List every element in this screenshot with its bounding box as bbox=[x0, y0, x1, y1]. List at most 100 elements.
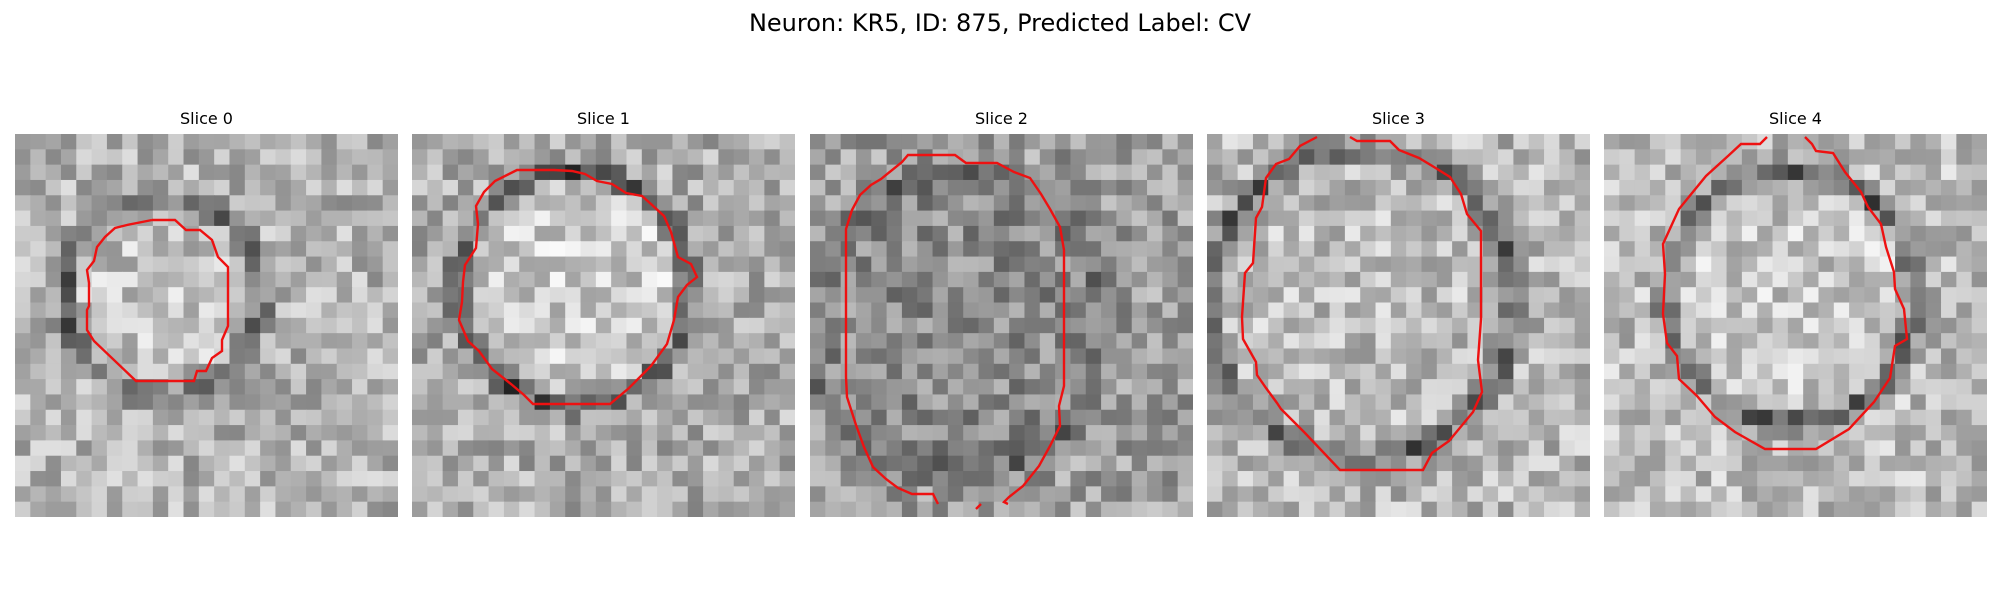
image-pixel bbox=[290, 425, 307, 441]
image-pixel bbox=[91, 164, 108, 181]
image-pixel bbox=[244, 317, 261, 334]
image-pixel bbox=[1237, 471, 1254, 487]
image-pixel bbox=[963, 363, 980, 380]
image-pixel bbox=[1498, 179, 1514, 196]
image-pixel bbox=[1421, 134, 1438, 150]
image-pixel bbox=[1634, 164, 1651, 181]
image-pixel bbox=[840, 134, 857, 150]
image-pixel bbox=[1452, 471, 1469, 487]
image-pixel bbox=[336, 409, 353, 426]
image-pixel bbox=[488, 271, 505, 288]
segmentation-contour-2 bbox=[844, 153, 1066, 506]
image-pixel bbox=[229, 379, 246, 396]
image-pixel bbox=[932, 501, 949, 517]
image-pixel bbox=[457, 179, 474, 196]
image-pixel bbox=[45, 440, 62, 457]
image-pixel bbox=[1971, 440, 1987, 457]
image-pixel bbox=[352, 394, 368, 411]
image-pixel bbox=[1649, 379, 1666, 396]
image-pixel bbox=[1895, 501, 1911, 517]
image-pixel bbox=[580, 348, 597, 365]
image-pixel bbox=[1039, 379, 1056, 396]
image-pixel bbox=[1879, 134, 1896, 150]
image-pixel bbox=[1772, 271, 1789, 288]
image-pixel bbox=[749, 440, 765, 457]
image-pixel bbox=[565, 409, 582, 426]
image-pixel bbox=[321, 225, 338, 242]
image-pixel bbox=[825, 210, 842, 227]
image-pixel bbox=[1252, 333, 1269, 350]
image-pixel bbox=[1757, 317, 1774, 334]
image-pixel bbox=[1925, 348, 1942, 365]
image-pixel bbox=[1329, 486, 1346, 503]
image-pixel bbox=[932, 179, 949, 196]
image-pixel bbox=[626, 256, 643, 273]
image-pixel bbox=[168, 317, 185, 334]
image-pixel bbox=[1360, 348, 1377, 365]
image-pixel bbox=[1680, 333, 1697, 350]
image-pixel bbox=[1544, 179, 1560, 196]
image-pixel bbox=[595, 440, 612, 457]
image-pixel bbox=[810, 394, 826, 411]
image-pixel bbox=[1024, 302, 1041, 319]
image-pixel bbox=[1849, 486, 1866, 503]
image-pixel bbox=[1513, 471, 1530, 487]
image-pixel bbox=[1574, 363, 1590, 380]
image-pixel bbox=[352, 195, 368, 212]
image-pixel bbox=[779, 440, 795, 457]
image-pixel bbox=[1085, 287, 1102, 304]
image-pixel bbox=[749, 394, 765, 411]
image-pixel bbox=[1039, 164, 1056, 181]
image-pixel bbox=[214, 394, 231, 411]
image-pixel bbox=[886, 501, 903, 517]
image-pixel bbox=[1498, 287, 1514, 304]
image-pixel bbox=[549, 363, 566, 380]
image-pixel bbox=[764, 134, 781, 150]
image-pixel bbox=[1024, 333, 1041, 350]
image-pixel bbox=[1498, 195, 1514, 212]
image-pixel bbox=[457, 333, 474, 350]
image-pixel bbox=[1741, 317, 1758, 334]
image-pixel bbox=[306, 394, 322, 411]
image-pixel bbox=[45, 363, 62, 380]
image-pixel bbox=[1925, 210, 1942, 227]
image-pixel bbox=[1314, 302, 1331, 319]
image-pixel bbox=[871, 149, 888, 166]
image-pixel bbox=[932, 409, 949, 426]
image-pixel bbox=[306, 195, 322, 212]
image-pixel bbox=[1162, 287, 1179, 304]
image-pixel bbox=[1818, 363, 1835, 380]
image-pixel bbox=[1222, 287, 1239, 304]
image-pixel bbox=[1009, 149, 1026, 166]
image-pixel bbox=[60, 179, 77, 196]
image-pixel bbox=[152, 317, 169, 334]
image-pixel bbox=[1070, 486, 1087, 503]
image-pixel bbox=[260, 425, 277, 441]
image-pixel bbox=[1390, 195, 1407, 212]
image-pixel bbox=[1833, 225, 1850, 242]
image-pixel bbox=[1956, 271, 1973, 288]
image-pixel bbox=[1695, 471, 1712, 487]
image-pixel bbox=[947, 256, 964, 273]
slice-title-0: Slice 0 bbox=[180, 109, 233, 128]
image-pixel bbox=[917, 241, 934, 258]
image-pixel bbox=[1498, 225, 1514, 242]
image-pixel bbox=[76, 241, 93, 258]
image-pixel bbox=[306, 179, 322, 196]
image-pixel bbox=[672, 179, 689, 196]
image-pixel bbox=[60, 241, 77, 258]
image-pixel bbox=[641, 394, 658, 411]
image-pixel bbox=[1344, 149, 1361, 166]
segmentation-contour-1 bbox=[457, 168, 699, 406]
image-pixel bbox=[947, 302, 964, 319]
image-pixel bbox=[1665, 195, 1682, 212]
image-pixel bbox=[534, 271, 551, 288]
image-pixel bbox=[749, 287, 765, 304]
image-pixel bbox=[306, 486, 322, 503]
image-pixel bbox=[1634, 287, 1651, 304]
image-pixel bbox=[367, 149, 384, 166]
image-pixel bbox=[749, 455, 765, 472]
image-pixel bbox=[519, 379, 536, 396]
image-pixel bbox=[290, 225, 307, 242]
image-pixel bbox=[917, 302, 934, 319]
